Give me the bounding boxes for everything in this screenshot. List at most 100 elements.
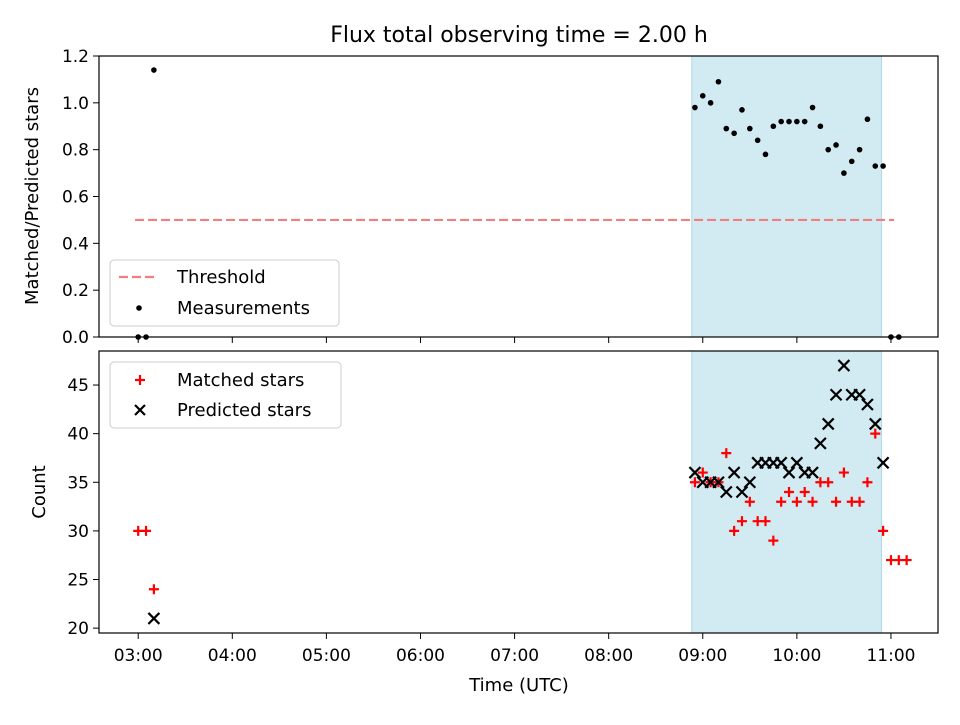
predicted-star-point [743, 475, 757, 489]
predicted-star-point [782, 466, 796, 479]
measurement-point [778, 118, 784, 125]
predicted-star-point [829, 388, 843, 402]
measurement-point [801, 118, 808, 125]
x-axis-label: Time (UTC) [468, 675, 569, 696]
xtick-label: 04:00 [208, 646, 257, 666]
legend-measurements-label: Measurements [177, 298, 310, 319]
measurement-point [817, 123, 824, 130]
xtick-label: 08:00 [584, 646, 633, 666]
measurement-point [731, 130, 737, 137]
measurement-point [770, 123, 777, 130]
measurement-point [848, 158, 855, 165]
matched-star-point [689, 477, 700, 488]
xtick-label: 11:00 [866, 646, 915, 666]
matched-star-point [807, 496, 818, 507]
measurement-point [809, 104, 816, 111]
measurement-point [739, 107, 745, 113]
measurement-point [833, 142, 839, 148]
measurement-point [825, 146, 832, 153]
top-y-axis-label: Matched/Predicted stars [22, 87, 43, 305]
matched-star-point [831, 496, 842, 507]
top-ytick-label: 1.0 [62, 94, 89, 114]
top-observing-span [691, 55, 883, 338]
bottom-ytick-label: 40 [67, 425, 89, 445]
matched-star-point [721, 448, 732, 459]
matched-star-point [791, 496, 802, 507]
legend-predicted-swatch [134, 404, 146, 416]
matched-star-point [901, 555, 912, 566]
measurement-point [786, 118, 792, 125]
top-ytick-label: 0.2 [62, 281, 89, 301]
chart-title: Flux total observing time = 2.00 h [330, 23, 708, 48]
measurement-point [692, 104, 698, 111]
top-legend: Threshold Measurements [109, 259, 340, 327]
top-ytick-label: 1.2 [62, 47, 89, 67]
top-ytick-label: 0.8 [62, 141, 89, 161]
top-panel: 0.0 0.2 0.4 0.6 0.8 1.0 1.2 Threshold Measuremen… [62, 47, 939, 348]
predicted-star-point [790, 456, 804, 470]
matched-star-point [768, 535, 779, 546]
measurement-point [151, 67, 157, 73]
measurement-point [841, 170, 847, 176]
measurement-point [762, 151, 769, 158]
measurement-point [715, 78, 722, 85]
matched-star-point [148, 584, 159, 595]
top-ytick-label: 0.6 [62, 188, 89, 208]
predicted-star-point [868, 417, 882, 431]
matched-star-point [862, 477, 873, 488]
matched-star-point [878, 525, 889, 536]
bottom-legend-box [109, 361, 342, 429]
matched-star-point [736, 516, 747, 527]
bottom-ytick-label: 30 [67, 522, 89, 542]
predicted-star-point [821, 417, 835, 431]
bottom-ytick-label: 45 [67, 376, 89, 396]
bottom-ytick-label: 20 [67, 619, 89, 639]
predicted-star-point [861, 398, 874, 411]
legend-threshold-label: Threshold [176, 267, 266, 288]
predicted-star-point [774, 456, 788, 470]
measurement-point [864, 116, 871, 123]
measurement-point [880, 163, 886, 169]
xtick-label: 10:00 [772, 646, 821, 666]
predicted-star-point [735, 485, 749, 499]
predicted-star-point [837, 359, 851, 372]
predicted-star-point [720, 485, 733, 499]
matched-star-point [784, 487, 795, 497]
legend-measurements-swatch [136, 305, 142, 311]
xtick-label: 07:00 [490, 646, 539, 666]
bottom-ytick-label: 35 [67, 473, 89, 493]
xtick-label: 06:00 [396, 646, 445, 666]
predicted-star-point [712, 475, 725, 489]
measurement-point [794, 118, 800, 125]
predicted-star-point [876, 456, 890, 470]
legend-matched-label: Matched stars [177, 370, 304, 391]
matched-star-point [729, 525, 740, 536]
matched-star-point [744, 496, 755, 507]
measurement-point [754, 137, 761, 144]
xtick-label: 05:00 [302, 646, 351, 666]
predicted-star-point [853, 388, 866, 402]
measurement-point [856, 146, 863, 153]
matched-star-point [854, 496, 865, 507]
predicted-star-point [806, 466, 819, 479]
legend-matched-swatch [135, 375, 145, 385]
matched-star-point [823, 477, 834, 488]
xtick-label: 03:00 [114, 646, 163, 666]
measurement-point [699, 93, 706, 99]
measurement-point [723, 125, 730, 132]
predicted-star-point [688, 466, 702, 479]
matched-star-point [760, 516, 771, 527]
matched-star-point [776, 496, 787, 507]
predicted-star-point [727, 466, 741, 479]
matched-star-point [697, 467, 708, 478]
measurement-point [707, 100, 714, 106]
predicted-star-point [147, 612, 161, 625]
matched-star-point [870, 428, 881, 439]
matched-star-point [838, 467, 849, 478]
bottom-panel: 20 25 30 35 40 45 03:00 04:00 05:00 06:00 07:00 08:… [67, 350, 939, 666]
legend-predicted-label: Predicted stars [177, 400, 311, 421]
measurement-point [872, 163, 879, 169]
top-axes-frame [98, 55, 939, 338]
